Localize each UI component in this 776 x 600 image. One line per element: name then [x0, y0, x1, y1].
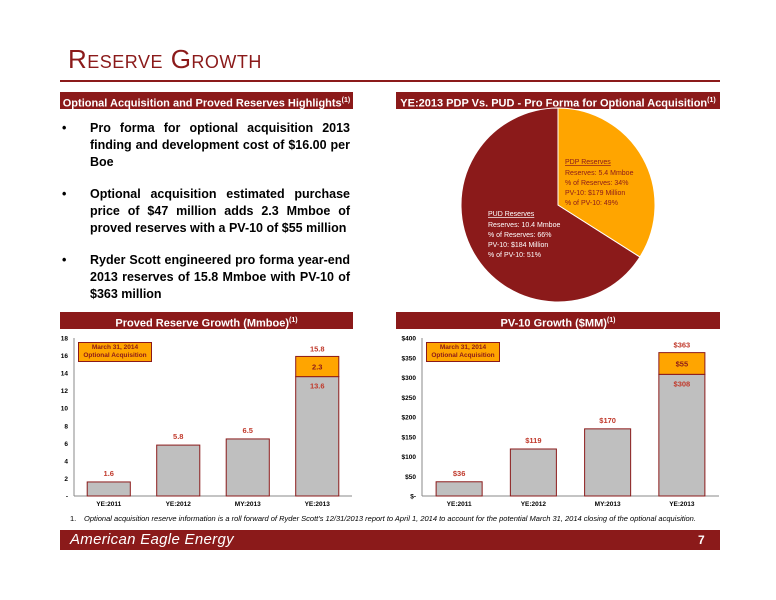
stack-data-label: $55: [676, 359, 689, 368]
y-tick-label: 8: [64, 423, 68, 430]
bar: [435, 481, 483, 497]
y-tick-label: 12: [61, 388, 69, 395]
y-tick-label: $250: [402, 395, 417, 402]
bar-data-label: 13.6: [310, 382, 325, 391]
total-data-label: $363: [674, 341, 691, 350]
pud-title: PUD Reserves: [488, 211, 535, 218]
pud-line: PV-10: $184 Million: [488, 242, 548, 249]
callout-box: March 31, 2014 Optional Acquisition: [426, 342, 500, 362]
footnote-text: Optional acquisition reserve information…: [84, 514, 696, 523]
bar-data-label: $119: [525, 436, 541, 445]
page-number: 7: [698, 533, 705, 547]
title-divider: [60, 80, 720, 82]
pud-line: % of Reserves: 66%: [488, 232, 551, 239]
y-tick-label: $200: [402, 415, 417, 422]
y-tick-label: -: [66, 494, 68, 501]
bar-data-label: $170: [599, 416, 616, 425]
bullet-item: • Ryder Scott engineered pro forma year-e…: [62, 253, 350, 301]
pie-slice-pud: [460, 107, 641, 303]
section-header-pv10-growth: PV-10 Growth ($MM)(1): [396, 312, 720, 330]
bar: [509, 448, 557, 497]
bar-stack: [658, 352, 706, 375]
section-header-reserve-growth: Proved Reserve Growth (Mmboe)(1): [60, 312, 353, 330]
bar: [225, 438, 270, 497]
header-text: Proved Reserve Growth (Mmboe): [115, 317, 290, 330]
footnote-marker: (1): [707, 97, 716, 104]
footnote-marker: (1): [289, 317, 298, 324]
bullet-item: • Optional acquisition estimated purchase…: [62, 187, 350, 235]
callout-line: Optional Acquisition: [83, 352, 147, 359]
footer-bar: [60, 530, 720, 550]
bar: [295, 376, 340, 497]
bar-data-label: 1.6: [104, 469, 114, 478]
brand-logo: American Eagle Energy: [70, 531, 234, 548]
bar-data-label: 5.8: [173, 432, 183, 441]
callout-line: March 31, 2014: [91, 344, 139, 351]
y-tick-label: $400: [402, 336, 417, 343]
bar: [584, 428, 632, 497]
bar-data-label: 6.5: [243, 426, 253, 435]
x-tick-label: YE:2011: [96, 501, 121, 508]
bar: [86, 481, 131, 497]
y-tick-label: $300: [402, 375, 417, 382]
stack-data-label: 2.3: [312, 363, 322, 372]
bar-data-label: $36: [453, 469, 466, 478]
bar: [658, 373, 706, 497]
y-tick-label: $-: [410, 494, 416, 501]
callout-line: Optional Acquisition: [431, 352, 495, 359]
y-tick-label: 18: [61, 336, 69, 343]
page-title: Reserve Growth: [68, 44, 262, 74]
highlights-list: • Pro forma for optional acquisition 2013…: [60, 120, 350, 318]
y-tick-label: $150: [402, 434, 417, 441]
pud-line: Reserves: 10.4 Mmboe: [488, 222, 560, 229]
x-tick-label: YE:2013: [305, 501, 331, 508]
header-text: Optional Acquisition and Proved Reserves…: [62, 97, 342, 110]
y-tick-label: 14: [61, 371, 69, 378]
y-tick-label: 4: [64, 458, 68, 465]
x-tick-label: YE:2011: [447, 501, 472, 508]
callout-line: March 31, 2014: [439, 344, 487, 351]
x-tick-label: MY:2013: [595, 501, 621, 508]
section-header-highlights: Optional Acquisition and Proved Reserves…: [60, 92, 353, 110]
section-header-pdp-pud: YE:2013 PDP Vs. PUD - Pro Forma for Opti…: [396, 92, 720, 110]
header-text: PV-10 Growth ($MM): [500, 317, 607, 330]
pie-slice-pdp: [557, 107, 656, 258]
y-tick-label: 6: [64, 441, 68, 448]
header-text: YE:2013 PDP Vs. PUD - Pro Forma for Opti…: [400, 97, 708, 110]
callout-box: March 31, 2014 Optional Acquisition: [78, 342, 152, 362]
y-tick-label: $100: [402, 454, 417, 461]
x-tick-label: YE:2012: [521, 501, 547, 508]
bullet-text: Optional acquisition estimated purchase …: [90, 187, 350, 235]
pdp-title: PDP Reserves: [565, 159, 611, 166]
pdp-line: Reserves: 5.4 Mmboe: [565, 170, 634, 177]
bar: [156, 444, 201, 497]
total-data-label: 15.8: [310, 344, 325, 353]
y-tick-label: $50: [405, 474, 416, 481]
pdp-line: % of PV-10: 49%: [565, 200, 618, 207]
y-tick-label: $350: [402, 355, 417, 362]
x-tick-label: MY:2013: [235, 501, 261, 508]
y-tick-label: 10: [61, 406, 69, 413]
footnote-number: 1.: [70, 514, 77, 523]
pud-line: % of PV-10: 51%: [488, 252, 541, 259]
bar-data-label: $308: [674, 379, 691, 388]
x-tick-label: YE:2012: [166, 501, 192, 508]
bullet-item: • Pro forma for optional acquisition 2013…: [62, 121, 350, 169]
y-tick-label: 16: [61, 353, 69, 360]
bar-stack: [295, 355, 340, 378]
footnote-marker: (1): [341, 97, 351, 104]
footnote-marker: (1): [606, 317, 616, 324]
pdp-line: PV-10: $179 Million: [565, 190, 625, 197]
x-tick-label: YE:2013: [669, 501, 695, 508]
bullet-text: Pro forma for optional acquisition 2013 …: [90, 121, 350, 169]
y-tick-label: 2: [64, 476, 68, 483]
bullet-text: Ryder Scott engineered pro forma year-en…: [90, 253, 350, 301]
pdp-line: % of Reserves: 34%: [565, 180, 628, 187]
footnote: 1. Optional acquisition reserve informati…: [70, 514, 696, 523]
